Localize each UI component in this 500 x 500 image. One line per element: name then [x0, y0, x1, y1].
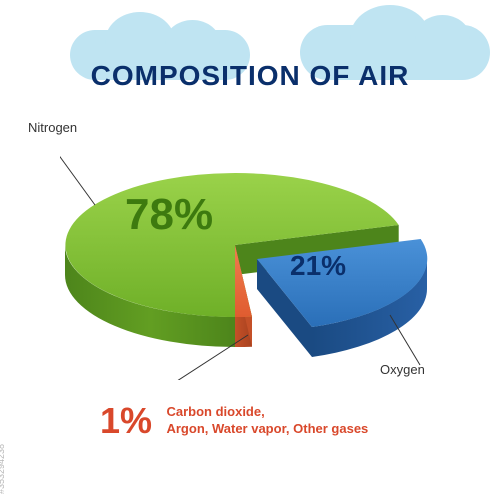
pct-other: 1% — [100, 400, 152, 442]
leader-nitrogen — [60, 150, 95, 205]
label-other: 1% Carbon dioxide, Argon, Water vapor, O… — [100, 400, 368, 442]
label-nitrogen: Nitrogen — [28, 120, 77, 135]
pie-chart — [60, 150, 440, 380]
watermark: #353294238 — [0, 444, 6, 494]
chart-title: COMPOSITION OF AIR — [0, 60, 500, 92]
label-other-line1: Carbon dioxide, — [166, 404, 264, 419]
label-other-line2: Argon, Water vapor, Other gases — [166, 421, 368, 436]
pct-nitrogen: 78% — [125, 190, 213, 240]
pct-oxygen: 21% — [290, 250, 346, 282]
label-oxygen: Oxygen — [380, 362, 425, 377]
